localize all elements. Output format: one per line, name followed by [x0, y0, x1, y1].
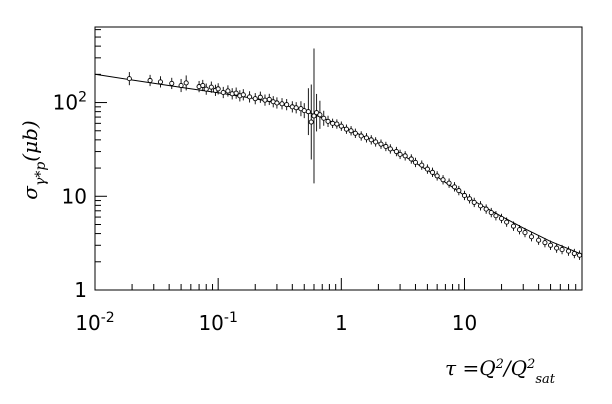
data-points-layer [126, 48, 583, 260]
data-point [493, 213, 499, 219]
data-point [305, 109, 311, 115]
data-point [279, 101, 285, 107]
data-point [566, 248, 572, 254]
data-point [334, 121, 340, 127]
data-point [208, 84, 214, 90]
data-point [200, 82, 206, 89]
plot-frame [94, 26, 583, 291]
data-point [528, 234, 535, 240]
data-point [274, 100, 280, 106]
data-point [446, 180, 452, 186]
data-point [477, 203, 484, 209]
y-tick-label: 10 [62, 184, 87, 208]
data-point [510, 223, 517, 229]
data-point [424, 166, 430, 172]
data-point [266, 96, 272, 102]
data-point [368, 137, 374, 143]
data-point [471, 199, 477, 205]
data-point [229, 91, 235, 97]
data-point [516, 227, 523, 233]
data-point [504, 219, 510, 225]
data-point [522, 230, 528, 236]
data-point [483, 206, 489, 212]
data-point [577, 252, 583, 258]
data-point [571, 250, 577, 257]
data-point [548, 242, 554, 248]
data-point [203, 86, 209, 92]
x-tick-label: 1 [335, 311, 348, 335]
data-point [467, 196, 473, 202]
data-point [233, 90, 239, 96]
data-point [397, 151, 403, 157]
data-point [499, 215, 505, 222]
data-point [402, 153, 408, 159]
data-point [321, 115, 327, 121]
data-point [308, 119, 314, 125]
data-point [451, 184, 458, 190]
data-point [338, 123, 344, 129]
data-point [220, 89, 226, 96]
data-point [408, 156, 414, 162]
data-point [488, 210, 494, 216]
data-point [262, 97, 268, 103]
data-point [178, 82, 184, 89]
data-point [311, 113, 317, 119]
data-point [325, 118, 331, 124]
y-axis-title: σγ*p(μb) [18, 120, 49, 199]
data-point [393, 149, 399, 155]
y-tick-label: 102 [53, 90, 87, 115]
data-point [240, 92, 246, 98]
fit-curve-line [94, 73, 583, 255]
data-point [157, 79, 164, 85]
data-point [378, 141, 384, 147]
x-tick-label: 10-1 [198, 310, 237, 335]
data-point [169, 80, 175, 86]
data-point [554, 245, 560, 251]
data-point [301, 108, 307, 114]
x-axis-title: τ =Q2/Q2sat [445, 356, 556, 387]
data-point [257, 94, 263, 100]
data-point [536, 237, 542, 243]
data-point [352, 130, 358, 136]
data-point [348, 128, 354, 134]
data-point [559, 247, 565, 253]
x-tick-label: 10 [452, 311, 477, 335]
data-point [126, 76, 132, 82]
data-point [456, 188, 462, 194]
data-point [330, 120, 336, 126]
data-point [373, 139, 379, 145]
data-point [363, 135, 370, 141]
tick-labels-layer: 10-2 10-1 1 10 1 10 102 [53, 90, 478, 335]
data-point [440, 177, 446, 183]
data-point [434, 173, 440, 179]
fit-curve-layer [94, 73, 583, 255]
data-point [252, 96, 258, 102]
data-point [343, 126, 349, 132]
data-point [383, 143, 389, 150]
data-point [412, 159, 419, 165]
data-point [461, 192, 468, 199]
data-point [247, 94, 253, 100]
data-point [387, 146, 393, 152]
ticks-layer [94, 29, 583, 291]
x-tick-label: 10-2 [75, 310, 114, 335]
data-point [147, 77, 153, 84]
data-point [284, 102, 290, 108]
data-point [215, 86, 221, 92]
data-point [317, 112, 323, 118]
data-point [358, 133, 364, 139]
data-point [225, 88, 231, 94]
data-point [293, 105, 299, 111]
data-point [542, 240, 548, 246]
data-point [429, 169, 436, 175]
data-point [419, 162, 425, 168]
y-tick-label: 1 [74, 278, 87, 302]
data-point [183, 80, 189, 86]
